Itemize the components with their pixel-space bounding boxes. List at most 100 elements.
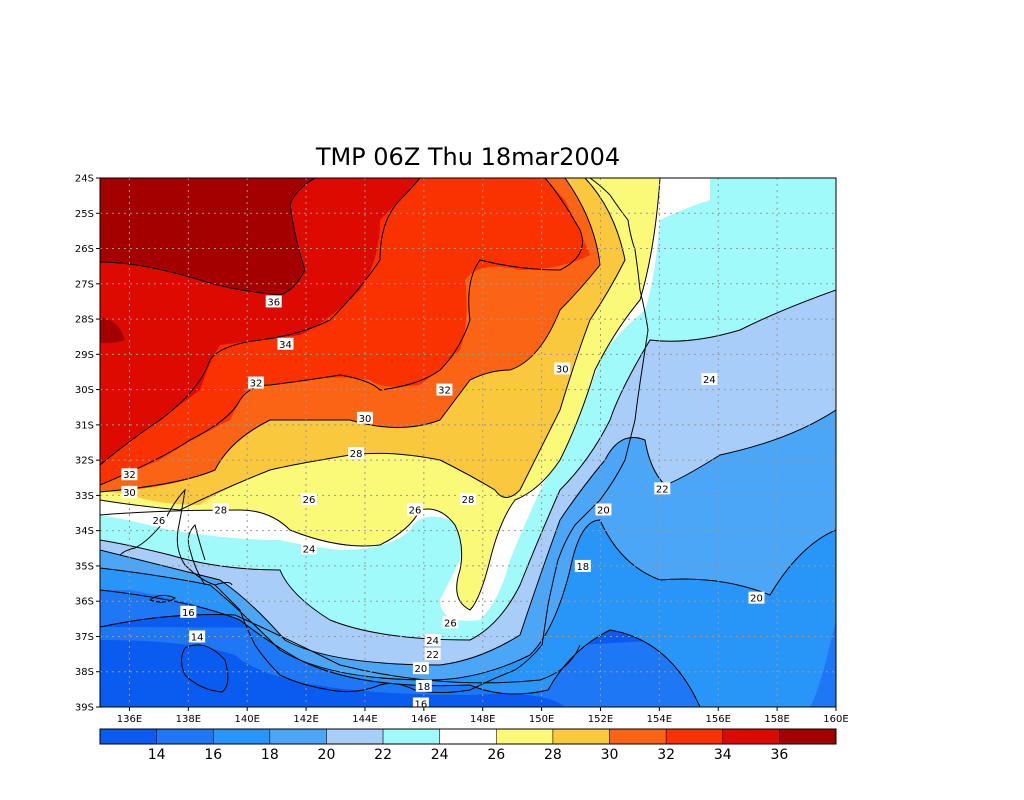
contour-label-bg (150, 514, 167, 527)
lon-tick-label: 138E (176, 714, 201, 725)
colorbar-label: 36 (770, 747, 788, 763)
colorbar-swatch (496, 728, 554, 745)
contour-label-bg (424, 648, 441, 661)
colorbar-label: 20 (318, 747, 336, 763)
lon-tick-label: 136E (117, 714, 142, 725)
lat-tick-label: 24S (75, 174, 94, 185)
contour-label-bg (460, 492, 476, 505)
colorbar-swatch (99, 728, 157, 745)
contour-label: 18 (576, 562, 589, 573)
lon-tick-label: 144E (352, 714, 377, 725)
contour-label: 28 (350, 449, 363, 460)
contour-label: 32 (250, 379, 263, 390)
contour-label-bg (554, 362, 571, 375)
contour-label-bg (248, 376, 265, 389)
latitude-axis: 24S 25S 26S 27S 28S 29S 30S 31S 32S 33S 34S 35S 36S 3… (75, 174, 100, 714)
contour-label: 30 (359, 414, 372, 425)
lat-tick-label: 35S (75, 561, 94, 572)
lon-tick-label: 146E (411, 714, 436, 725)
contour-label-bg (348, 447, 365, 460)
contour-label-bg (654, 482, 671, 495)
contour-label-bg (265, 295, 282, 308)
lat-tick-label: 31S (75, 420, 94, 431)
contour-label-bg (301, 492, 318, 505)
contour-label-bg (595, 503, 612, 516)
colorbar-swatch (156, 728, 214, 745)
contour-label-bg (277, 337, 294, 350)
lat-tick-label: 36S (75, 597, 94, 608)
contour-label: 34 (279, 340, 292, 351)
lon-tick-label: 154E (647, 714, 672, 725)
colorbar-frame (99, 728, 837, 745)
band-14-core (181, 644, 228, 692)
contour-label: 30 (556, 364, 569, 375)
contour-label-bg (121, 468, 138, 481)
lat-tick-label: 30S (75, 385, 94, 396)
colorbar-label: 28 (544, 747, 562, 763)
coastline-gulf (148, 524, 233, 603)
contour-label: 32 (123, 470, 136, 481)
lon-tick-label: 142E (293, 714, 318, 725)
contour-label: 20 (415, 664, 428, 675)
lon-tick-label: 158E (764, 714, 789, 725)
lat-tick-label: 26S (75, 244, 94, 255)
lat-tick-label: 38S (75, 667, 94, 678)
contour-label-bg (415, 679, 432, 692)
contour-label: 36 (267, 297, 280, 308)
colorbar-swatch (609, 728, 667, 745)
lon-tick-label: 160E (823, 714, 848, 725)
contour-label-bg (412, 697, 429, 707)
lat-tick-label: 33S (75, 491, 94, 502)
longitude-axis: 136E 138E 140E 142E 144E 146E 148E 150E 152E 154E… (117, 707, 849, 725)
band-38 (100, 178, 315, 344)
colorbar-swatch (439, 728, 497, 745)
contour-label: 28 (214, 506, 227, 517)
contour-label-bg (701, 373, 718, 386)
contour-label: 24 (426, 636, 439, 647)
coastline (119, 178, 649, 693)
contour-label-bg (189, 630, 206, 643)
contour-label: 28 (462, 495, 475, 506)
colorbar-label: 16 (204, 747, 222, 763)
colorbar-swatch (722, 728, 780, 745)
contour-label: 26 (409, 506, 422, 517)
lat-tick-label: 34S (75, 526, 94, 537)
lat-tick-label: 29S (75, 350, 94, 361)
contour-label-bg (748, 591, 765, 604)
colorbar-label: 18 (261, 747, 279, 763)
contour-label-bg (412, 662, 429, 675)
colorbar: 14 16 18 20 22 24 26 28 30 32 34 36 (99, 728, 837, 763)
colorbar-label: 32 (657, 747, 675, 763)
contour-label: 24 (703, 375, 716, 386)
contour-label: 30 (123, 488, 136, 499)
contour-label: 14 (191, 632, 204, 643)
lat-tick-label: 39S (75, 703, 94, 714)
lon-tick-label: 156E (706, 714, 731, 725)
lon-tick-label: 150E (529, 714, 554, 725)
colorbar-swatch (212, 728, 271, 745)
contour-label: 20 (597, 506, 610, 517)
contour-label-bg (180, 605, 197, 618)
colorbar-swatch (382, 728, 440, 745)
colorbar-label: 34 (714, 747, 732, 763)
colorbar-swatch (665, 728, 724, 745)
contour-label-bg (424, 633, 441, 646)
contour-label: 26 (444, 618, 457, 629)
contour-label-bg (301, 542, 318, 555)
contour-label-bg (356, 411, 373, 424)
lon-tick-label: 148E (470, 714, 495, 725)
colorbar-label: 22 (374, 747, 392, 763)
contour-label: 22 (426, 650, 439, 661)
colorbar-label: 26 (487, 747, 505, 763)
graticule (100, 178, 836, 707)
lon-tick-label: 152E (588, 714, 613, 725)
colorbar-swatch (552, 728, 610, 745)
lat-tick-label: 25S (75, 209, 94, 220)
colorbar-label: 30 (601, 747, 619, 763)
contour-label: 24 (303, 544, 316, 555)
contour-label-bg (436, 383, 453, 396)
colorbar-swatch (326, 728, 384, 745)
colorbar-label: 24 (431, 747, 449, 763)
map-title: TMP 06Z Thu 18mar2004 (315, 143, 620, 171)
